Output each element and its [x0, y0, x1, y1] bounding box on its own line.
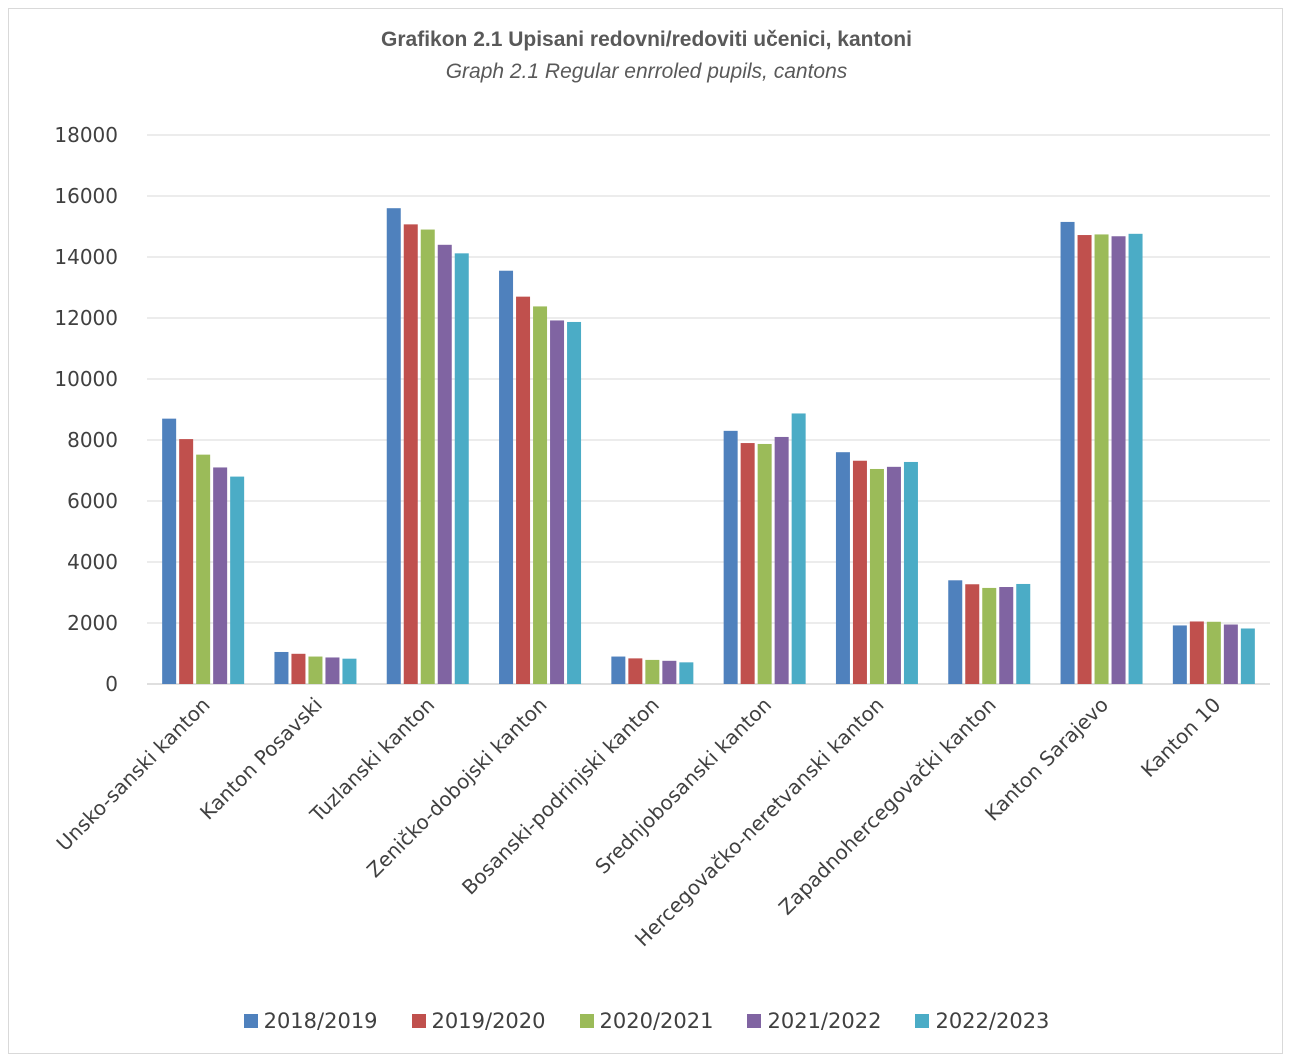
bar: [1094, 234, 1109, 684]
x-tick-label: Unsko-sanski kanton: [52, 693, 215, 856]
bar: [791, 413, 806, 684]
bar: [1077, 235, 1092, 685]
bar: [1111, 236, 1126, 684]
y-tick-label: 6000: [67, 489, 118, 513]
legend-item: 2020/2021: [579, 1009, 714, 1033]
bar: [628, 658, 643, 684]
bar: [886, 466, 901, 684]
y-tick-label: 18000: [54, 123, 118, 147]
bar: [679, 662, 694, 684]
legend-swatch: [411, 1014, 426, 1028]
y-tick-label: 12000: [54, 306, 118, 330]
legend-item: 2019/2020: [411, 1009, 546, 1033]
bar: [1223, 624, 1238, 684]
y-tick-label: 4000: [67, 550, 118, 574]
bar: [757, 443, 772, 684]
bar: [835, 452, 850, 684]
bar: [723, 430, 738, 684]
bar: [454, 253, 469, 684]
y-tick-label: 10000: [54, 367, 118, 391]
x-tick-label: Kanton Posavski: [195, 693, 327, 825]
legend-swatch: [243, 1014, 258, 1028]
chart-subtitle: Graph 2.1 Regular enrroled pupils, canto…: [445, 60, 848, 83]
legend-label: 2021/2022: [767, 1009, 882, 1033]
bar: [308, 656, 323, 684]
y-tick-label: 8000: [67, 428, 118, 452]
bar: [213, 467, 228, 684]
bar: [274, 651, 289, 684]
bar: [982, 587, 997, 684]
bar: [325, 657, 340, 684]
x-tick-label: Bosanski-podrinjski kanton: [457, 693, 664, 900]
bar: [550, 320, 565, 684]
chart-title: Grafikon 2.1 Upisani redovni/redoviti uč…: [381, 28, 912, 51]
x-tick-label: Hercegovačko-neretvanski kanton: [630, 693, 889, 952]
bar: [1206, 621, 1221, 684]
legend-label: 2020/2021: [599, 1009, 714, 1033]
legend-label: 2019/2020: [431, 1009, 546, 1033]
bar: [1240, 628, 1255, 684]
bar: [437, 244, 452, 685]
legend: 2018/2019 2019/2020 2020/2021 2021/2022 2022…: [0, 1009, 1293, 1033]
chart-plot: 0 2000 4000 6000 8000 10000 12000 14000 16000 180…: [52, 123, 1270, 952]
bar: [1016, 583, 1031, 684]
bar: [1128, 233, 1143, 684]
bar: [740, 443, 755, 684]
bar: [291, 653, 306, 684]
bar: [567, 321, 582, 684]
legend-swatch: [747, 1014, 762, 1028]
bar: [903, 461, 918, 684]
x-tick-label: Zapadnohercegovački kanton: [774, 693, 1001, 920]
y-tick-label: 0: [105, 672, 118, 696]
bar: [965, 584, 980, 684]
bar: [774, 436, 789, 684]
bar: [662, 660, 677, 684]
x-tick-label: Kanton Sarajevo: [980, 693, 1113, 826]
legend-item: 2022/2023: [915, 1009, 1049, 1033]
bar: [645, 659, 660, 684]
bar: [230, 476, 245, 684]
bar: [948, 580, 963, 684]
x-tick-label: Zeničko-dobojski kanton: [362, 693, 552, 883]
bar: [196, 454, 211, 684]
legend-swatch: [579, 1014, 594, 1028]
bar: [386, 208, 401, 684]
bar: [162, 418, 177, 684]
bar: [342, 658, 357, 684]
bar: [533, 306, 548, 684]
bar: [852, 460, 867, 684]
bar: [611, 656, 626, 684]
legend-label: 2018/2019: [263, 1009, 378, 1033]
bar: [1060, 221, 1075, 685]
legend-swatch: [915, 1014, 930, 1028]
bar: [869, 468, 884, 684]
y-tick-label: 16000: [54, 184, 118, 208]
y-tick-label: 2000: [67, 611, 118, 635]
bar: [420, 229, 435, 685]
bar: [999, 587, 1014, 684]
bar: [179, 439, 194, 684]
legend-item: 2018/2019: [243, 1009, 378, 1033]
bar: [1172, 625, 1187, 684]
x-tick-label: Kanton 10: [1136, 693, 1225, 782]
legend-label: 2022/2023: [935, 1009, 1050, 1033]
bar: [1189, 621, 1204, 684]
y-tick-label: 14000: [54, 245, 118, 269]
bar: [403, 224, 418, 685]
legend-item: 2021/2022: [747, 1009, 881, 1033]
bar: [516, 296, 531, 684]
bar: [499, 270, 514, 684]
